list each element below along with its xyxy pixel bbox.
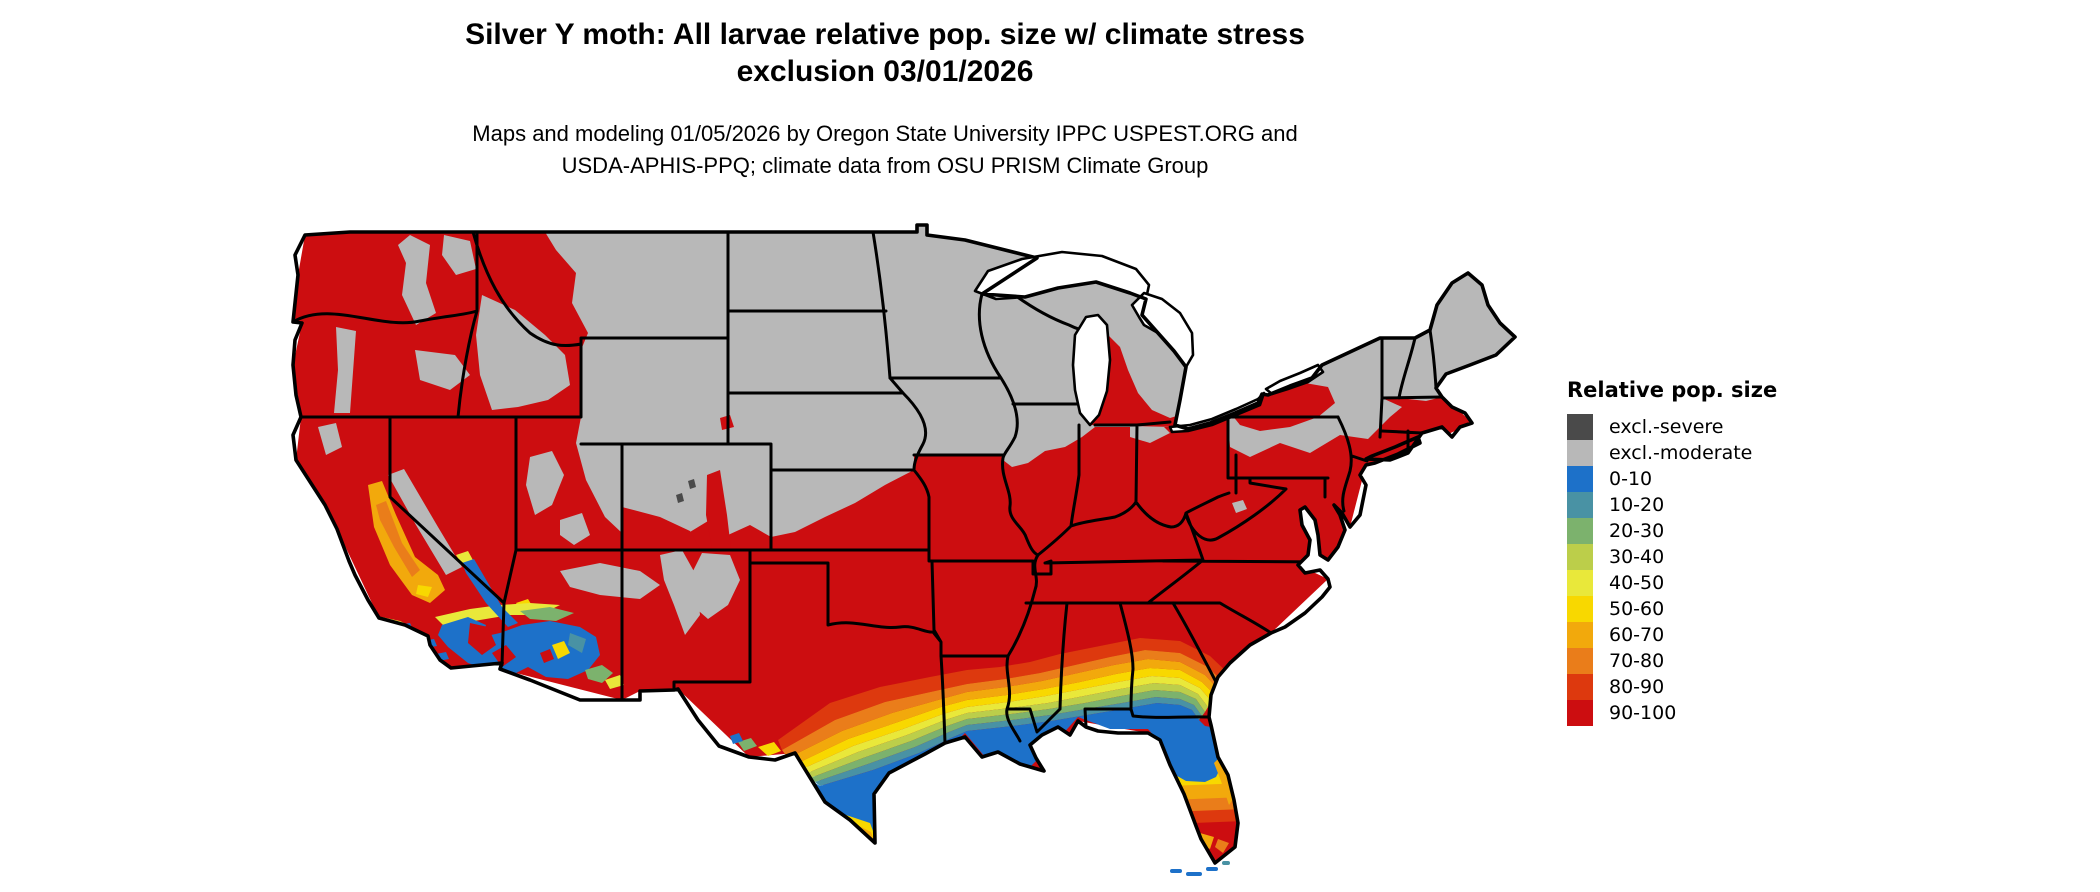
region-rio-green-speck [738,738,757,751]
legend-label: 10-20 [1609,494,1665,516]
great-lakes [973,250,1325,434]
legend-entry-excl-moderate: excl.-moderate [1567,440,1777,466]
legend-entry-70-80: 70-80 [1567,648,1777,674]
legend-label: excl.-moderate [1609,442,1753,464]
legend-swatch-0-10 [1567,466,1593,492]
legend-entry-90-100: 90-100 [1567,700,1777,726]
legend-label: excl.-severe [1609,416,1724,438]
legend-entry-20-30: 20-30 [1567,518,1777,544]
region-az-teal-speck [568,633,586,653]
band-70-80 [782,650,1225,758]
legend-swatch-excl-severe [1567,414,1593,440]
legend-label: 50-60 [1609,598,1665,620]
legend-swatch-60-70 [1567,622,1593,648]
state-borders [293,230,1444,745]
title-line-2: exclusion 03/01/2026 [736,55,1034,88]
florida-keys [1170,861,1230,876]
region-cape-orange [1198,759,1233,849]
legend-entry-30-40: 30-40 [1567,544,1777,570]
page-subtitle: Maps and modeling 01/05/2026 by Oregon S… [0,118,1770,182]
region-sw-desert-blue [398,559,600,679]
region-sfl-orange [1215,839,1229,853]
region-az-yellow-speck [552,641,570,659]
legend-swatch-10-20 [1567,492,1593,518]
legend-title: Relative pop. size [1567,378,1778,402]
region-excl-moderate [318,225,1515,635]
legend-swatch-40-50 [1567,570,1593,596]
lake-michigan [1071,313,1112,427]
legend-swatch-20-30 [1567,518,1593,544]
legend-entry-excl-severe: excl.-severe [1567,414,1777,440]
map-legend: Relative pop. size excl.-severe excl.-mo… [1567,378,1777,726]
legend-entry-0-10: 0-10 [1567,466,1777,492]
title-line-1: Silver Y moth: All larvae relative pop. … [465,18,1305,51]
legend-label: 30-40 [1609,546,1665,568]
legend-entry-60-70: 60-70 [1567,622,1777,648]
legend-label: 80-90 [1609,676,1665,698]
map-area [230,175,1560,890]
subtitle-line-1: Maps and modeling 01/05/2026 by Oregon S… [472,121,1298,146]
region-rio-blue-speck [730,733,743,744]
legend-label: 70-80 [1609,650,1665,672]
region-se-az-green [585,665,613,683]
us-map [291,223,1517,876]
legend-entry-80-90: 80-90 [1567,674,1777,700]
legend-label: 60-70 [1609,624,1665,646]
legend-swatch-excl-moderate [1567,440,1593,466]
legend-swatch-90-100 [1567,700,1593,726]
region-socal-green [520,607,574,621]
region-ca-valley-70-80 [376,501,420,577]
legend-entry-50-60: 50-60 [1567,596,1777,622]
legend-label: 40-50 [1609,572,1665,594]
region-se-az-yellow [605,675,624,689]
legend-swatch-50-60 [1567,596,1593,622]
legend-entries: excl.-severe excl.-moderate 0-10 10-20 2… [1567,414,1777,726]
page-title: Silver Y moth: All larvae relative pop. … [0,16,1770,90]
subtitle-line-2: USDA-APHIS-PPQ; climate data from OSU PR… [561,153,1209,178]
legend-label: 20-30 [1609,520,1665,542]
region-severe-specks [676,479,696,503]
region-south-florida-red [1145,821,1245,863]
legend-swatch-80-90 [1567,674,1593,700]
band-80-90 [778,638,1230,750]
region-socal-red-mtns [468,623,554,667]
conus-outline [291,223,1517,865]
legend-label: 0-10 [1609,468,1653,490]
legend-label: 90-100 [1609,702,1677,724]
legend-swatch-70-80 [1567,648,1593,674]
band-60-70 [788,659,1220,765]
legend-entry-10-20: 10-20 [1567,492,1777,518]
legend-entry-40-50: 40-50 [1567,570,1777,596]
legend-swatch-30-40 [1567,544,1593,570]
